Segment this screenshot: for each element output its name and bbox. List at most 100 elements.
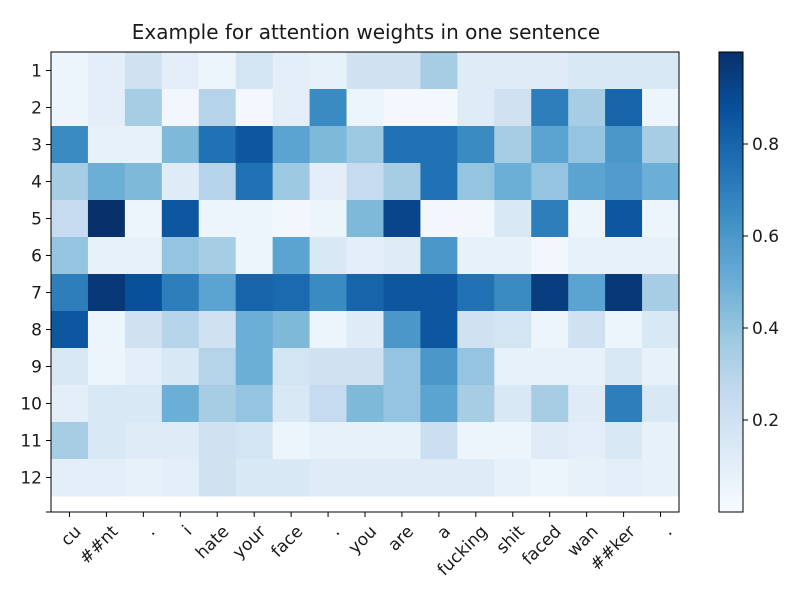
heatmap-cell bbox=[383, 237, 421, 275]
x-tick-label: faced bbox=[518, 522, 565, 569]
heatmap-cell bbox=[309, 126, 348, 164]
heatmap-cell bbox=[531, 200, 569, 238]
heatmap-cell bbox=[51, 422, 89, 460]
heatmap-cell bbox=[161, 89, 200, 127]
heatmap-cell bbox=[346, 422, 384, 460]
heatmap-cell bbox=[457, 274, 495, 312]
heatmap-cell bbox=[198, 348, 237, 386]
heatmap-cell bbox=[346, 89, 384, 127]
x-tick-label: a bbox=[433, 522, 455, 544]
heatmap-cell bbox=[568, 311, 606, 349]
heatmap-cell bbox=[420, 274, 458, 312]
heatmap-cell bbox=[272, 237, 311, 275]
heatmap-cell bbox=[605, 422, 643, 460]
heatmap-cell bbox=[235, 348, 274, 386]
heatmap-cell bbox=[198, 274, 237, 312]
heatmap-cell bbox=[87, 200, 126, 238]
heatmap-cell bbox=[605, 311, 643, 349]
heatmap-cell bbox=[272, 385, 311, 423]
heatmap-cell bbox=[494, 459, 532, 497]
heatmap-cell bbox=[420, 52, 458, 90]
heatmap-cell bbox=[51, 459, 89, 497]
heatmap-cell bbox=[531, 459, 569, 497]
heatmap-cell bbox=[161, 311, 200, 349]
heatmap-cell bbox=[51, 89, 89, 127]
heatmap-cell bbox=[457, 89, 495, 127]
y-tick-label: 7 bbox=[31, 284, 42, 304]
heatmap-cell bbox=[383, 200, 421, 238]
heatmap-cell bbox=[124, 163, 163, 201]
heatmap-cell bbox=[383, 385, 421, 423]
heatmap-cell bbox=[235, 237, 274, 275]
heatmap-cell bbox=[383, 163, 421, 201]
heatmap-cell bbox=[457, 163, 495, 201]
heatmap-cell bbox=[346, 311, 384, 349]
heatmap-cell bbox=[531, 274, 569, 312]
heatmap-cell bbox=[420, 422, 458, 460]
heatmap-cell bbox=[346, 126, 384, 164]
heatmap-cell bbox=[383, 459, 421, 497]
heatmap-cell bbox=[457, 348, 495, 386]
heatmap-cell bbox=[87, 274, 126, 312]
heatmap-cell bbox=[531, 237, 569, 275]
heatmap-cell bbox=[272, 311, 311, 349]
heatmap-cell bbox=[346, 459, 384, 497]
heatmap-cell bbox=[568, 89, 606, 127]
heatmap-cell bbox=[642, 237, 680, 275]
heatmap-cell bbox=[346, 163, 384, 201]
heatmap-cell bbox=[51, 163, 89, 201]
heatmap-cell bbox=[642, 422, 680, 460]
heatmap-cell bbox=[494, 89, 532, 127]
heatmap-cell bbox=[198, 385, 237, 423]
heatmap-cell bbox=[87, 163, 126, 201]
heatmap-cell bbox=[51, 52, 89, 90]
x-tick-label: your bbox=[229, 522, 270, 563]
heatmap-cell bbox=[531, 126, 569, 164]
heatmap-cell bbox=[198, 459, 237, 497]
heatmap-cell bbox=[531, 89, 569, 127]
heatmap-cell bbox=[642, 348, 680, 386]
heatmap-cell bbox=[568, 422, 606, 460]
chart-title: Example for attention weights in one sen… bbox=[132, 20, 600, 44]
heatmap-cell bbox=[494, 422, 532, 460]
colorbar-tick-label: 0.4 bbox=[752, 319, 779, 339]
heatmap-cell bbox=[568, 459, 606, 497]
heatmap-cell bbox=[309, 348, 348, 386]
heatmap-cell bbox=[568, 348, 606, 386]
heatmap-cell bbox=[531, 385, 569, 423]
x-tick-label: . bbox=[141, 522, 159, 540]
colorbar-axis: 0.2 0.4 0.6 0.8 bbox=[743, 135, 779, 431]
heatmap-cell bbox=[87, 422, 126, 460]
heatmap-cell bbox=[272, 459, 311, 497]
heatmap-cell bbox=[272, 422, 311, 460]
heatmap-cell bbox=[161, 52, 200, 90]
heatmap-cell bbox=[605, 163, 643, 201]
heatmap-cell bbox=[87, 311, 126, 349]
heatmap-cell bbox=[124, 274, 163, 312]
x-tick-label: ##nt bbox=[76, 522, 123, 569]
y-tick-label: 6 bbox=[31, 247, 42, 267]
heatmap-cell bbox=[124, 200, 163, 238]
heatmap-cell bbox=[51, 126, 89, 164]
heatmap-cell bbox=[494, 200, 532, 238]
heatmap-cell bbox=[494, 163, 532, 201]
heatmap-cell bbox=[605, 237, 643, 275]
heatmap-cell bbox=[309, 459, 348, 497]
heatmap-cell bbox=[383, 348, 421, 386]
y-tick-label: 10 bbox=[20, 395, 42, 415]
y-tick-label: 5 bbox=[31, 210, 42, 230]
heatmap-cell bbox=[124, 422, 163, 460]
y-tick-label: 3 bbox=[31, 136, 42, 156]
heatmap-cell bbox=[642, 311, 680, 349]
heatmap-cell bbox=[494, 311, 532, 349]
heatmap-cell bbox=[420, 126, 458, 164]
heatmap-cell bbox=[198, 200, 237, 238]
heatmap-cell bbox=[383, 311, 421, 349]
heatmap-cell bbox=[420, 311, 458, 349]
heatmap-cell bbox=[605, 274, 643, 312]
heatmap-cell bbox=[87, 348, 126, 386]
heatmap-cell bbox=[235, 385, 274, 423]
heatmap-cell bbox=[272, 274, 311, 312]
x-tick-label: face bbox=[267, 522, 307, 562]
